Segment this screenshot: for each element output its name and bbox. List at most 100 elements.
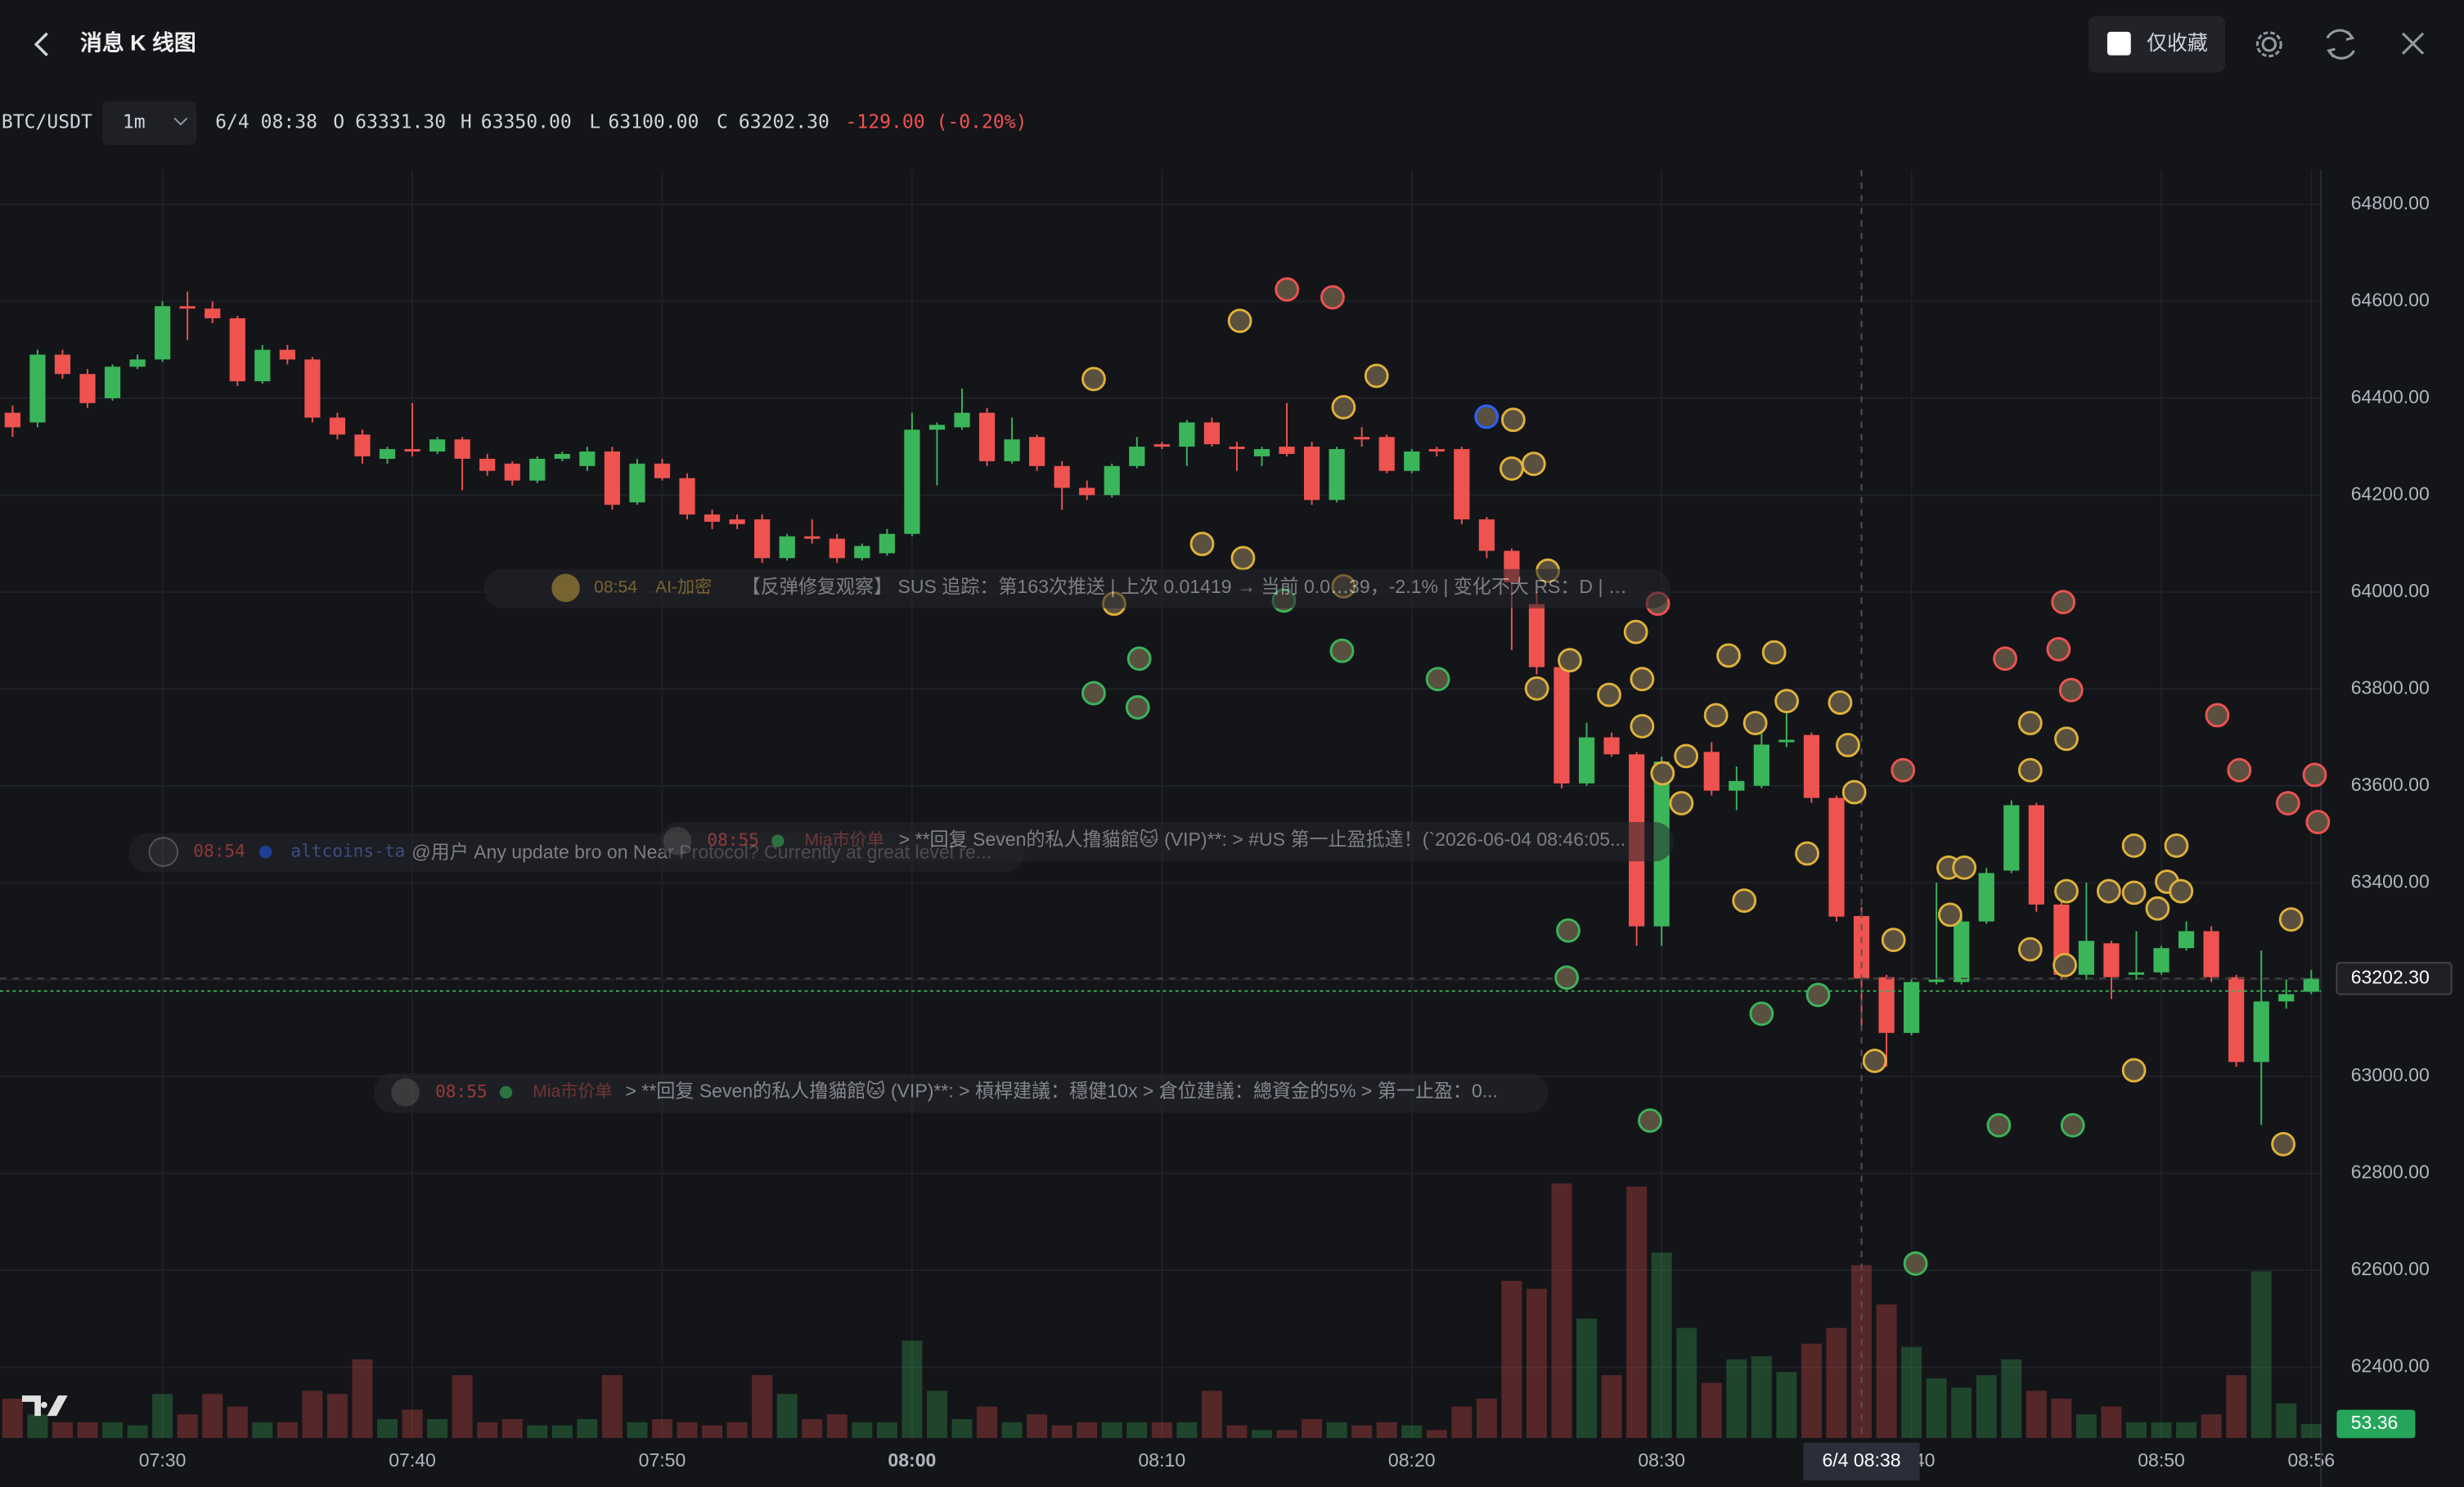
message-marker[interactable] — [1862, 1049, 1887, 1073]
volume-bar — [1976, 1375, 1997, 1439]
message-marker[interactable] — [1805, 982, 1831, 1008]
message-marker[interactable] — [2205, 703, 2230, 728]
message-marker[interactable] — [1474, 404, 1500, 429]
message-marker[interactable] — [1558, 648, 1582, 673]
volume-bar — [27, 1414, 48, 1439]
message-marker[interactable] — [2227, 757, 2252, 783]
message-marker[interactable] — [2060, 1112, 2085, 1138]
close-label: C — [717, 112, 728, 133]
interval-select[interactable] — [101, 101, 197, 146]
close-button[interactable] — [2401, 32, 2425, 55]
message-marker[interactable] — [2164, 833, 2189, 858]
message-marker[interactable] — [1716, 643, 1741, 668]
message-marker[interactable] — [1230, 546, 1256, 571]
message-marker[interactable] — [1081, 681, 1106, 706]
message-marker[interactable] — [2051, 590, 2076, 615]
message-marker[interactable] — [1993, 646, 2017, 672]
candle-body — [604, 451, 620, 505]
message-marker[interactable] — [2054, 878, 2079, 904]
message-marker[interactable] — [2058, 677, 2084, 703]
message-marker[interactable] — [1524, 676, 1549, 701]
message-marker[interactable] — [1937, 902, 1963, 928]
message-marker[interactable] — [2046, 636, 2071, 662]
message-marker[interactable] — [1669, 791, 1694, 815]
message-marker[interactable] — [1761, 640, 1787, 665]
message-marker[interactable] — [1125, 694, 1150, 720]
message-marker[interactable] — [2271, 1131, 2295, 1157]
message-marker[interactable] — [2017, 757, 2043, 783]
checkbox[interactable] — [2107, 31, 2131, 56]
message-marker[interactable] — [1521, 451, 1546, 476]
message-marker[interactable] — [1081, 366, 1106, 392]
volume-bar — [702, 1425, 723, 1439]
message-marker[interactable] — [1650, 761, 1675, 786]
volume-tag: 53.36 — [2351, 1412, 2399, 1433]
message-marker[interactable] — [1500, 456, 1524, 481]
message-marker[interactable] — [2302, 762, 2327, 788]
message-marker[interactable] — [1638, 1108, 1662, 1133]
message[interactable]: 08:55 Mia市价单 > **回复 Seven的私人撸貓館🐱 (VIP)**… — [374, 1073, 1549, 1113]
avatar — [663, 826, 692, 856]
message-marker[interactable] — [2169, 878, 2194, 904]
message-marker[interactable] — [1425, 667, 1450, 692]
message-marker[interactable] — [1364, 363, 1389, 389]
volume-bar — [1576, 1319, 1598, 1439]
message-marker[interactable] — [1329, 638, 1355, 663]
message-marker[interactable] — [1841, 779, 1867, 805]
message[interactable]: 08:54 AI-加密 【反弹修复观察】 SUS 追踪：第163次推送 | 上次… — [483, 568, 1670, 609]
message[interactable]: 08:55 Mia市价单 > **回复 Seven的私人撸貓館🐱 (VIP)**… — [659, 822, 1674, 862]
message-marker[interactable] — [1795, 841, 1819, 866]
message-time: 08:54 — [594, 577, 637, 596]
volume-bar — [277, 1422, 298, 1439]
message-marker[interactable] — [1732, 888, 1757, 913]
candle-body — [704, 514, 721, 522]
message-marker[interactable] — [1749, 1001, 1774, 1027]
message-marker[interactable] — [1630, 667, 1655, 692]
refresh-button[interactable] — [2326, 29, 2355, 60]
message-marker[interactable] — [1623, 619, 1648, 645]
message-marker[interactable] — [1227, 308, 1252, 334]
message-marker[interactable] — [1774, 689, 1799, 714]
message-marker[interactable] — [1903, 1251, 1928, 1276]
message-marker[interactable] — [1189, 532, 1215, 556]
message-marker[interactable] — [2121, 880, 2147, 905]
back-button[interactable] — [34, 32, 48, 56]
message-marker[interactable] — [1986, 1112, 2012, 1138]
message-marker[interactable] — [1630, 713, 1655, 739]
message-marker[interactable] — [1500, 407, 1526, 433]
message-marker[interactable] — [1320, 285, 1345, 310]
message-marker[interactable] — [1703, 703, 1729, 728]
candle-body — [1104, 465, 1120, 496]
message-marker[interactable] — [1597, 682, 1621, 708]
message-marker[interactable] — [1742, 711, 1768, 735]
message-marker[interactable] — [1554, 965, 1580, 991]
settings-button[interactable] — [2261, 36, 2277, 52]
message-marker[interactable] — [1952, 855, 1977, 880]
message-marker[interactable] — [2275, 791, 2300, 815]
message-marker[interactable] — [2096, 878, 2121, 904]
message-marker[interactable] — [1556, 918, 1580, 943]
message-marker[interactable] — [1828, 690, 1853, 715]
message-marker[interactable] — [2121, 833, 2147, 858]
volume-bar — [527, 1425, 548, 1439]
message-marker[interactable] — [1836, 733, 1860, 757]
message-marker[interactable] — [1331, 395, 1356, 420]
message-marker[interactable] — [2305, 810, 2331, 834]
volume-bar — [202, 1394, 223, 1439]
message-marker[interactable] — [2278, 907, 2304, 932]
message-marker[interactable] — [2121, 1058, 2147, 1083]
message-marker[interactable] — [1126, 646, 1152, 672]
message-marker[interactable] — [2054, 726, 2079, 752]
message-marker[interactable] — [2053, 952, 2077, 977]
message-bg — [483, 568, 1670, 609]
candle-body — [1928, 979, 1945, 982]
message-marker[interactable] — [2145, 896, 2170, 921]
message-marker[interactable] — [1891, 757, 1916, 783]
tradingview-logo — [21, 1395, 68, 1417]
message-marker[interactable] — [2017, 937, 2043, 962]
favorites-toggle[interactable] — [2088, 16, 2226, 73]
message-marker[interactable] — [2017, 711, 2043, 735]
message-marker[interactable] — [1674, 744, 1699, 769]
message-marker[interactable] — [1275, 276, 1300, 302]
message-marker[interactable] — [1881, 928, 1906, 953]
